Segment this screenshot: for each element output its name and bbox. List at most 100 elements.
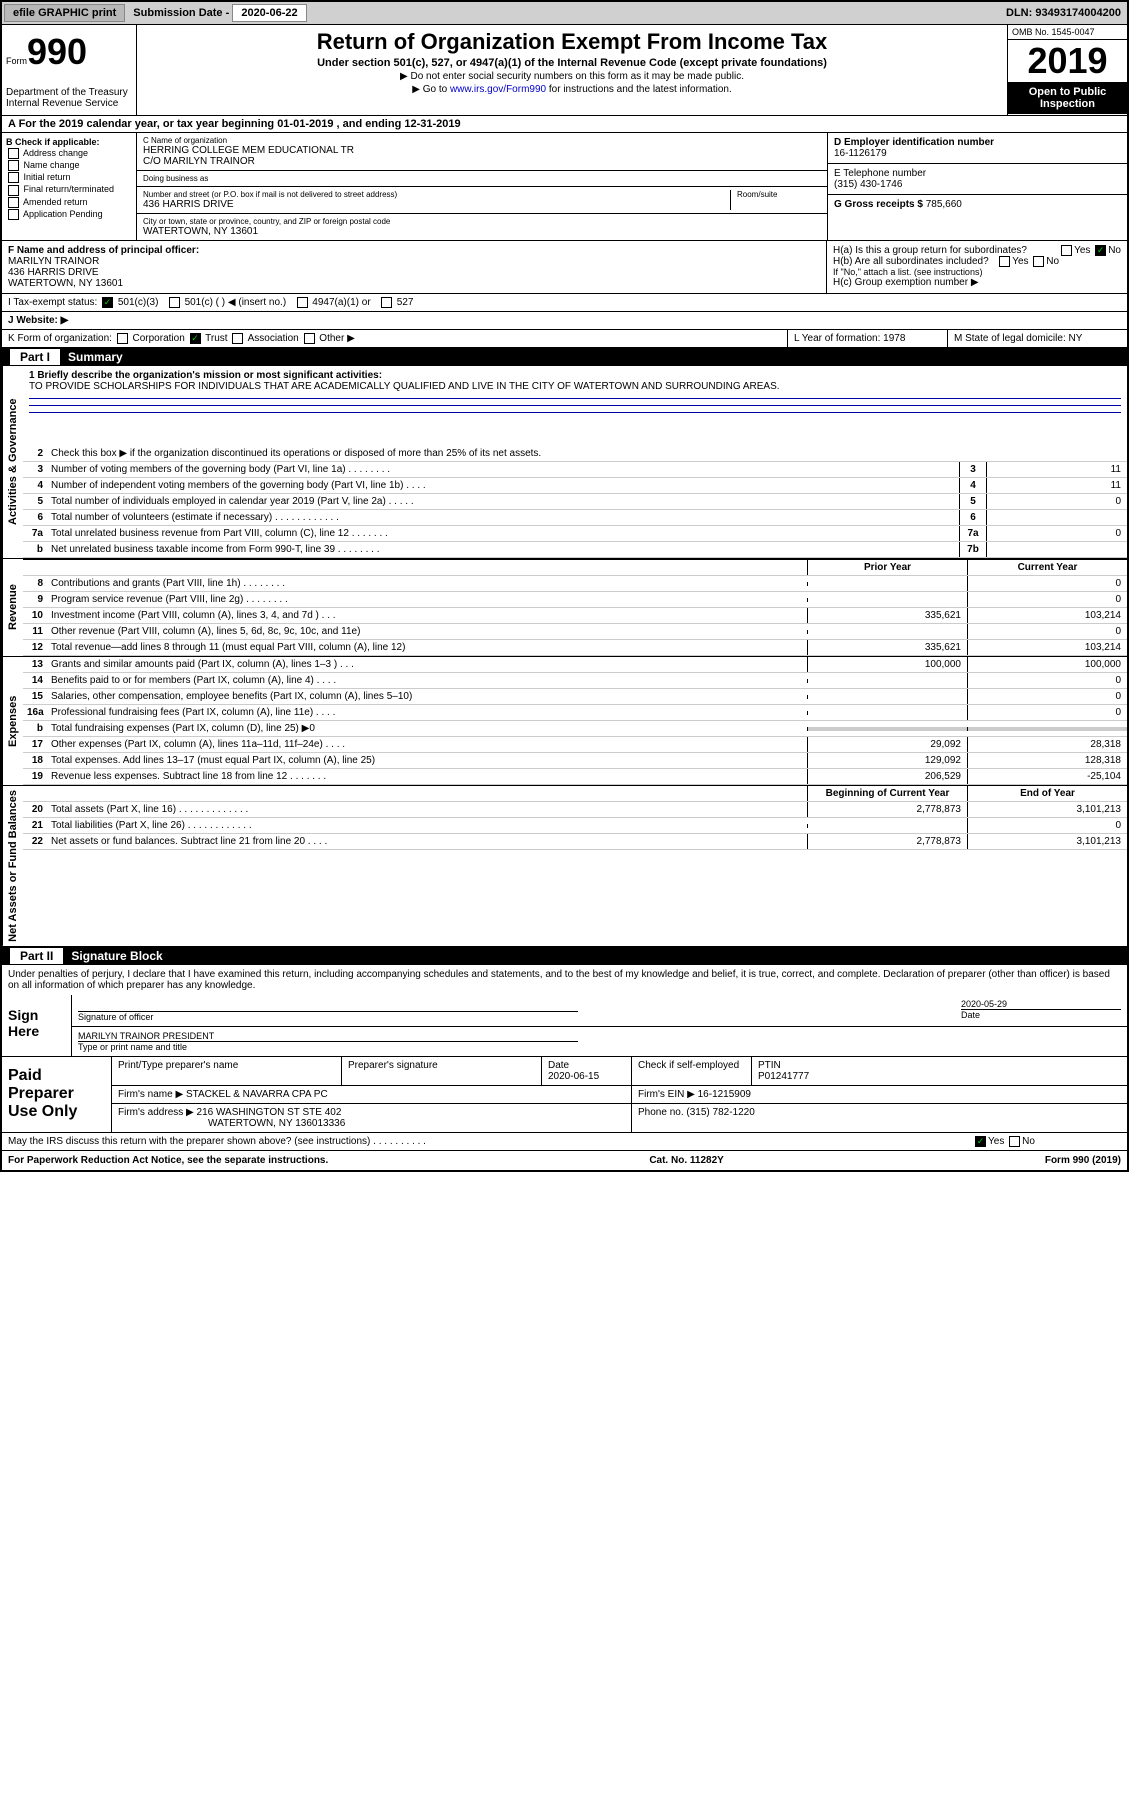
- checkbox-501c3[interactable]: ✓: [102, 297, 113, 308]
- officer-name: MARILYN TRAINOR PRESIDENT: [78, 1031, 1121, 1041]
- side-label-expenses: Expenses: [2, 657, 23, 785]
- checkbox-other[interactable]: [304, 333, 315, 344]
- sign-here-label: Sign Here: [2, 995, 72, 1056]
- entity-info-grid: B Check if applicable: Address change Na…: [2, 133, 1127, 241]
- line-18: 18Total expenses. Add lines 13–17 (must …: [23, 753, 1127, 769]
- line-b: bNet unrelated business taxable income f…: [23, 542, 1127, 558]
- checkbox-501c[interactable]: [169, 297, 180, 308]
- line-17: 17Other expenses (Part IX, column (A), l…: [23, 737, 1127, 753]
- officer-group-row: F Name and address of principal officer:…: [2, 241, 1127, 294]
- signature-block: Under penalties of perjury, I declare th…: [2, 965, 1127, 1057]
- line-9: 9Program service revenue (Part VIII, lin…: [23, 592, 1127, 608]
- dln-label: DLN: 93493174004200: [1000, 5, 1127, 21]
- form-ref: Form 990 (2019): [1045, 1155, 1121, 1166]
- form-subtitle: Under section 501(c), 527, or 4947(a)(1)…: [141, 57, 1003, 69]
- line-b: bTotal fundraising expenses (Part IX, co…: [23, 721, 1127, 737]
- preparer-addr-row: Firm's address ▶ 216 WASHINGTON ST STE 4…: [112, 1104, 1127, 1132]
- line-2: 2Check this box ▶ if the organization di…: [23, 446, 1127, 462]
- year-header-row: Prior Year Current Year: [23, 559, 1127, 576]
- group-return-section: H(a) Is this a group return for subordin…: [827, 241, 1127, 293]
- street-cell: Number and street (or P.O. box if mail i…: [137, 187, 827, 214]
- form-note-link: ▶ Go to www.irs.gov/Form990 for instruct…: [141, 84, 1003, 95]
- org-street: 436 HARRIS DRIVE: [143, 199, 724, 210]
- side-label-net: Net Assets or Fund Balances: [2, 786, 23, 946]
- checkbox-ha-yes[interactable]: [1061, 245, 1072, 256]
- checkbox-initial[interactable]: [8, 172, 19, 183]
- phone-cell: E Telephone number (315) 430-1746: [828, 164, 1127, 195]
- submission-date-value: 2020-06-22: [232, 4, 306, 22]
- submission-date-label: Submission Date - 2020-06-22: [127, 5, 312, 21]
- revenue-block: Revenue Prior Year Current Year 8Contrib…: [2, 559, 1127, 657]
- line-8: 8Contributions and grants (Part VIII, li…: [23, 576, 1127, 592]
- year-formation: 1978: [883, 333, 905, 344]
- org-care-of: C/O MARILYN TRAINOR: [143, 156, 821, 167]
- checkbox-527[interactable]: [381, 297, 392, 308]
- org-name: HERRING COLLEGE MEM EDUCATIONAL TR: [143, 145, 821, 156]
- ptin-value: P01241777: [758, 1071, 809, 1082]
- line-5: 5Total number of individuals employed in…: [23, 494, 1127, 510]
- checkbox-amended[interactable]: [8, 197, 19, 208]
- irs-link[interactable]: www.irs.gov/Form990: [450, 84, 546, 95]
- checkbox-discuss-yes[interactable]: ✓: [975, 1136, 986, 1147]
- omb-number: OMB No. 1545-0047: [1008, 25, 1127, 40]
- officer-name-line: MARILYN TRAINOR PRESIDENTType or print n…: [72, 1027, 1127, 1056]
- gross-receipts-value: 785,660: [926, 199, 962, 210]
- line-6: 6Total number of volunteers (estimate if…: [23, 510, 1127, 526]
- checkbox-name-change[interactable]: [8, 160, 19, 171]
- line-16a: 16aProfessional fundraising fees (Part I…: [23, 705, 1127, 721]
- line-12: 12Total revenue—add lines 8 through 11 (…: [23, 640, 1127, 656]
- firm-addr1: 216 WASHINGTON ST STE 402: [197, 1107, 342, 1118]
- checkbox-trust[interactable]: ✓: [190, 333, 201, 344]
- checkbox-addr-change[interactable]: [8, 148, 19, 159]
- line-13: 13Grants and similar amounts paid (Part …: [23, 657, 1127, 673]
- firm-name: STACKEL & NAVARRA CPA PC: [186, 1089, 328, 1100]
- sig-date: 2020-05-29: [961, 999, 1121, 1009]
- checkbox-corp[interactable]: [117, 333, 128, 344]
- paid-preparer-label: Paid Preparer Use Only: [2, 1057, 112, 1132]
- open-to-public: Open to PublicInspection: [1008, 82, 1127, 114]
- state-domicile: NY: [1069, 333, 1083, 344]
- net-assets-block: Net Assets or Fund Balances Beginning of…: [2, 786, 1127, 947]
- dept-treasury: Department of the Treasury Internal Reve…: [6, 87, 132, 109]
- checkbox-hb-no[interactable]: [1033, 256, 1044, 267]
- org-name-cell: C Name of organization HERRING COLLEGE M…: [137, 133, 827, 171]
- firm-ein: 16-1215909: [698, 1089, 751, 1100]
- preparer-row1: Print/Type preparer's name Preparer's si…: [112, 1057, 1127, 1086]
- activities-governance-block: Activities & Governance 1 Briefly descri…: [2, 366, 1127, 559]
- checkbox-final[interactable]: [8, 185, 19, 196]
- checkbox-app-pending[interactable]: [8, 209, 19, 220]
- phone-value: (315) 430-1746: [834, 179, 1121, 190]
- form-header: Form990 Department of the Treasury Inter…: [2, 25, 1127, 116]
- expenses-block: Expenses 13Grants and similar amounts pa…: [2, 657, 1127, 786]
- line-20: 20Total assets (Part X, line 16) . . . .…: [23, 802, 1127, 818]
- gross-receipts-cell: G Gross receipts $ 785,660: [828, 195, 1127, 214]
- org-city: WATERTOWN, NY 13601: [143, 226, 821, 237]
- line-15: 15Salaries, other compensation, employee…: [23, 689, 1127, 705]
- mission-section: 1 Briefly describe the organization's mi…: [23, 366, 1127, 446]
- officer-signature-line: Signature of officer 2020-05-29Date: [72, 995, 1127, 1027]
- line-19: 19Revenue less expenses. Subtract line 1…: [23, 769, 1127, 785]
- checkbox-4947[interactable]: [297, 297, 308, 308]
- part2-header: Part IISignature Block: [2, 947, 1127, 965]
- efile-print-button[interactable]: efile GRAPHIC print: [4, 4, 125, 22]
- perjury-declaration: Under penalties of perjury, I declare th…: [2, 965, 1127, 995]
- checkbox-ha-no[interactable]: ✓: [1095, 245, 1106, 256]
- line-21: 21Total liabilities (Part X, line 26) . …: [23, 818, 1127, 834]
- website-row: J Website: ▶: [2, 312, 1127, 330]
- line-4: 4Number of independent voting members of…: [23, 478, 1127, 494]
- checkbox-assoc[interactable]: [232, 333, 243, 344]
- paid-preparer-block: Paid Preparer Use Only Print/Type prepar…: [2, 1057, 1127, 1133]
- prep-date: 2020-06-15: [548, 1071, 599, 1082]
- mission-text: TO PROVIDE SCHOLARSHIPS FOR INDIVIDUALS …: [29, 381, 1121, 392]
- ein-cell: D Employer identification number 16-1126…: [828, 133, 1127, 164]
- line-10: 10Investment income (Part VIII, column (…: [23, 608, 1127, 624]
- form-title: Return of Organization Exempt From Incom…: [141, 29, 1003, 55]
- top-bar: efile GRAPHIC print Submission Date - 20…: [2, 2, 1127, 25]
- checkbox-hb-yes[interactable]: [999, 256, 1010, 267]
- form-number: 990: [27, 31, 87, 72]
- firm-addr2: WATERTOWN, NY 136013336: [208, 1118, 345, 1129]
- page-footer: For Paperwork Reduction Act Notice, see …: [2, 1151, 1127, 1170]
- discuss-row: May the IRS discuss this return with the…: [2, 1133, 1127, 1151]
- checkbox-discuss-no[interactable]: [1009, 1136, 1020, 1147]
- cat-no: Cat. No. 11282Y: [649, 1155, 723, 1166]
